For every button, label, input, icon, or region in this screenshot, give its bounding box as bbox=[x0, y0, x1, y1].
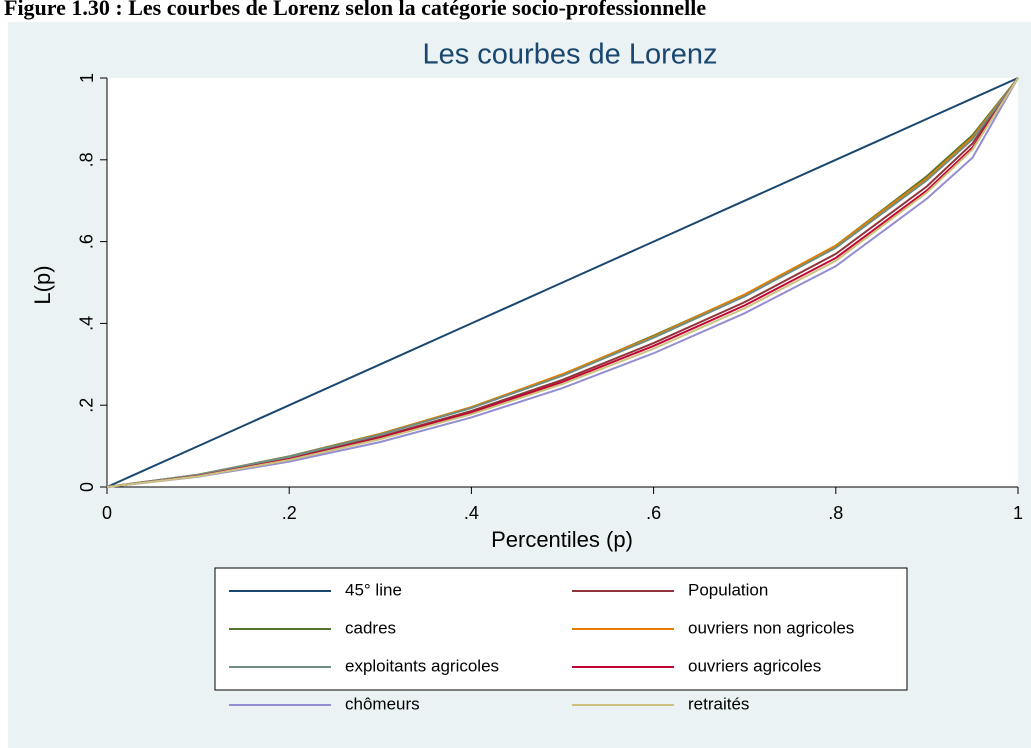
y-tick-label: .8 bbox=[77, 152, 97, 167]
chart-title: Les courbes de Lorenz bbox=[422, 39, 717, 71]
x-tick-label: .2 bbox=[282, 503, 297, 523]
series-line bbox=[106, 77, 1019, 488]
series-line bbox=[106, 77, 1019, 488]
legend-label: ouvriers non agricoles bbox=[688, 618, 854, 637]
x-tick-label: .4 bbox=[464, 503, 479, 523]
legend-label: Population bbox=[688, 580, 768, 599]
x-tick-label: .8 bbox=[828, 503, 843, 523]
legend-label: 45° line bbox=[345, 580, 402, 599]
legend-label: retraités bbox=[688, 694, 749, 713]
series-line bbox=[106, 77, 1019, 488]
x-axis-label: Percentiles (p) bbox=[491, 527, 633, 552]
series-line bbox=[106, 77, 1019, 488]
y-tick-label: 0 bbox=[77, 482, 97, 492]
y-tick-label: .2 bbox=[77, 398, 97, 413]
figure-caption: Figure 1.30 : Les courbes de Lorenz selo… bbox=[4, 0, 706, 20]
x-tick-label: 0 bbox=[102, 503, 112, 523]
y-axis-label: L(p) bbox=[30, 265, 55, 304]
legend-label: cadres bbox=[345, 618, 396, 637]
y-tick-label: 1 bbox=[77, 73, 97, 83]
legend-label: ouvriers agricoles bbox=[688, 656, 821, 675]
y-tick-label: .4 bbox=[77, 316, 97, 331]
legend-label: exploitants agricoles bbox=[345, 656, 499, 675]
x-tick-label: .6 bbox=[646, 503, 661, 523]
legend-label: chômeurs bbox=[345, 694, 420, 713]
x-tick-label: 1 bbox=[1013, 503, 1023, 523]
y-tick-label: .6 bbox=[77, 234, 97, 249]
